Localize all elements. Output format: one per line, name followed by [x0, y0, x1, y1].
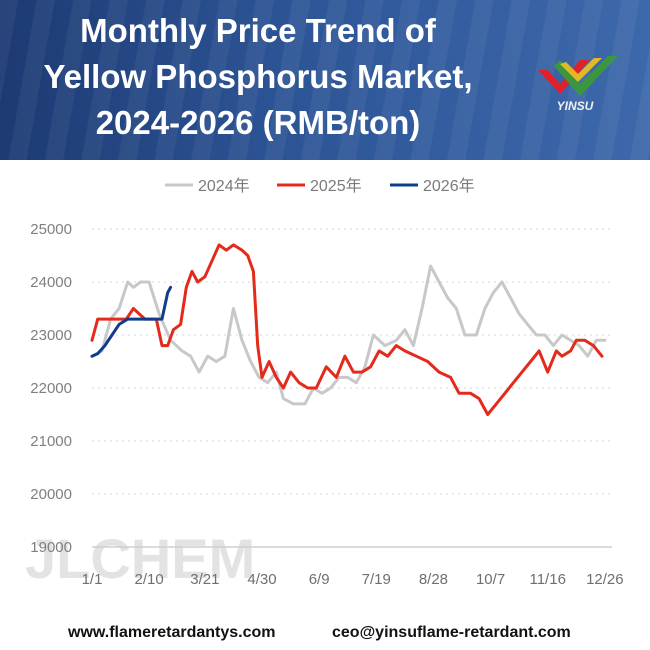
series-line-2025年 [90, 243, 604, 416]
y-tick-label: 24000 [30, 274, 72, 291]
series-line-2024年 [90, 264, 607, 406]
y-tick-label: 25000 [30, 221, 72, 238]
page-title: Monthly Price Trend of Yellow Phosphorus… [43, 12, 473, 141]
email-link[interactable]: ceo@yinsuflame-retardant.com [332, 624, 571, 641]
series-line-2026年 [90, 285, 173, 358]
y-tick-label: 23000 [30, 327, 72, 344]
x-tick-label: 12/26 [586, 571, 624, 588]
x-tick-label: 8/28 [419, 571, 448, 588]
x-tick-label: 4/30 [247, 571, 276, 588]
x-tick-label: 11/16 [529, 571, 565, 588]
logo-text: YINSU [557, 99, 594, 113]
y-tick-label: 22000 [30, 380, 72, 397]
x-tick-label: 6/9 [309, 571, 330, 588]
legend-label: 2026年 [423, 177, 475, 195]
x-tick-label: 7/19 [362, 571, 391, 588]
x-tick-label: 2/10 [135, 571, 164, 588]
yinsu-logo: YINSU [538, 56, 618, 113]
x-tick-label: 10/7 [476, 571, 505, 588]
y-tick-label: 19000 [30, 539, 72, 556]
chart-area: JLCHEM 25000 24000 23000 22000 21000 20000 1900… [0, 160, 650, 620]
website-link[interactable]: www.flameretardantys.com [68, 624, 276, 641]
watermark-text: JLCHEM [25, 527, 255, 590]
header-banner: Monthly Price Trend of Yellow Phosphorus… [0, 0, 650, 160]
legend-label: 2025年 [310, 177, 362, 195]
x-tick-label: 3/21 [190, 571, 219, 588]
footer: www.flameretardantys.com ceo@yinsuflame-… [0, 620, 650, 650]
legend-label: 2024年 [198, 177, 250, 195]
x-tick-label: 1/1 [82, 571, 103, 588]
y-tick-label: 20000 [30, 486, 72, 503]
y-tick-label: 21000 [30, 433, 72, 450]
price-chart: JLCHEM 25000 24000 23000 22000 21000 20000 1900… [25, 177, 624, 590]
